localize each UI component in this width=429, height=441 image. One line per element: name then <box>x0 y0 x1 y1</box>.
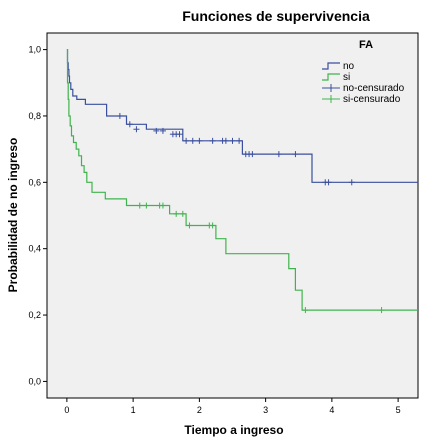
censor-mark-si <box>159 202 166 209</box>
censor-mark-si <box>136 202 143 209</box>
censor-mark-no <box>236 137 243 144</box>
censor-mark-si <box>173 210 180 217</box>
censor-mark-no <box>153 127 160 134</box>
plot-area <box>46 32 419 399</box>
censor-mark-si <box>143 202 150 209</box>
censor-mark-si <box>209 222 216 229</box>
censor-mark-no <box>159 127 166 134</box>
x-tick-label: 2 <box>197 405 202 415</box>
censor-mark-si <box>186 222 193 229</box>
censor-mark-no <box>196 137 203 144</box>
y-axis-label: Probabilidad de no ingreso <box>6 138 20 293</box>
y-tick-label: 0,4 <box>28 244 41 254</box>
survival-curves <box>66 49 418 314</box>
x-tick-label: 0 <box>64 405 69 415</box>
x-tick-label: 4 <box>329 405 334 415</box>
censor-mark-si <box>378 307 385 314</box>
censor-mark-no <box>183 137 190 144</box>
censor-mark-no <box>229 137 236 144</box>
censor-mark-no <box>249 151 256 158</box>
x-tick-label: 3 <box>263 405 268 415</box>
censor-mark-no <box>292 151 299 158</box>
x-tick-label: 1 <box>131 405 136 415</box>
censor-mark-si <box>179 210 186 217</box>
survival-line-si <box>66 49 418 311</box>
censor-mark-no <box>126 121 133 128</box>
censor-mark-no <box>133 126 140 133</box>
censor-mark-no <box>189 137 196 144</box>
y-tick-label: 1,0 <box>28 45 41 55</box>
censor-mark-no <box>176 131 183 138</box>
legend-label-si: si <box>343 72 350 83</box>
censor-mark-no <box>275 151 282 158</box>
y-tick-label: 0,8 <box>28 111 41 121</box>
legend-label-no: no <box>343 61 355 72</box>
censor-mark-no <box>116 112 123 119</box>
censor-mark-no <box>209 137 216 144</box>
censor-mark-si <box>302 307 309 314</box>
censor-mark-no <box>325 179 332 186</box>
legend-label-si-censurado: si-censurado <box>343 94 401 105</box>
legend-title: FA <box>359 39 373 51</box>
y-tick-label: 0,0 <box>28 376 41 386</box>
legend-swatch-si <box>322 73 340 81</box>
x-axis-label: Tiempo a ingreso <box>184 423 283 437</box>
x-tick-label: 5 <box>396 405 401 415</box>
legend-swatch-no <box>322 62 340 70</box>
axis-ticks: 0,0 0,2 0,4 0,6 0,8 1,0 0 1 2 3 4 5 <box>28 45 400 415</box>
censor-mark-no <box>222 137 229 144</box>
censor-mark-no <box>348 179 355 186</box>
chart-title: Funciones de supervivencia <box>182 8 370 24</box>
legend-label-no-censurado: no-censurado <box>343 83 405 94</box>
y-tick-label: 0,2 <box>28 310 41 320</box>
y-tick-label: 0,6 <box>28 177 41 187</box>
